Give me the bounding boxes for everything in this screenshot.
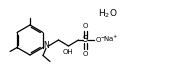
Text: O$^{-}$: O$^{-}$ [95, 35, 107, 43]
Text: H$_2$O: H$_2$O [98, 8, 118, 20]
Text: O: O [83, 23, 88, 29]
Text: Na$^{+}$: Na$^{+}$ [103, 34, 119, 44]
Text: S: S [83, 36, 88, 45]
Text: OH: OH [62, 49, 73, 55]
Text: O: O [83, 51, 88, 57]
Text: N: N [44, 41, 49, 51]
